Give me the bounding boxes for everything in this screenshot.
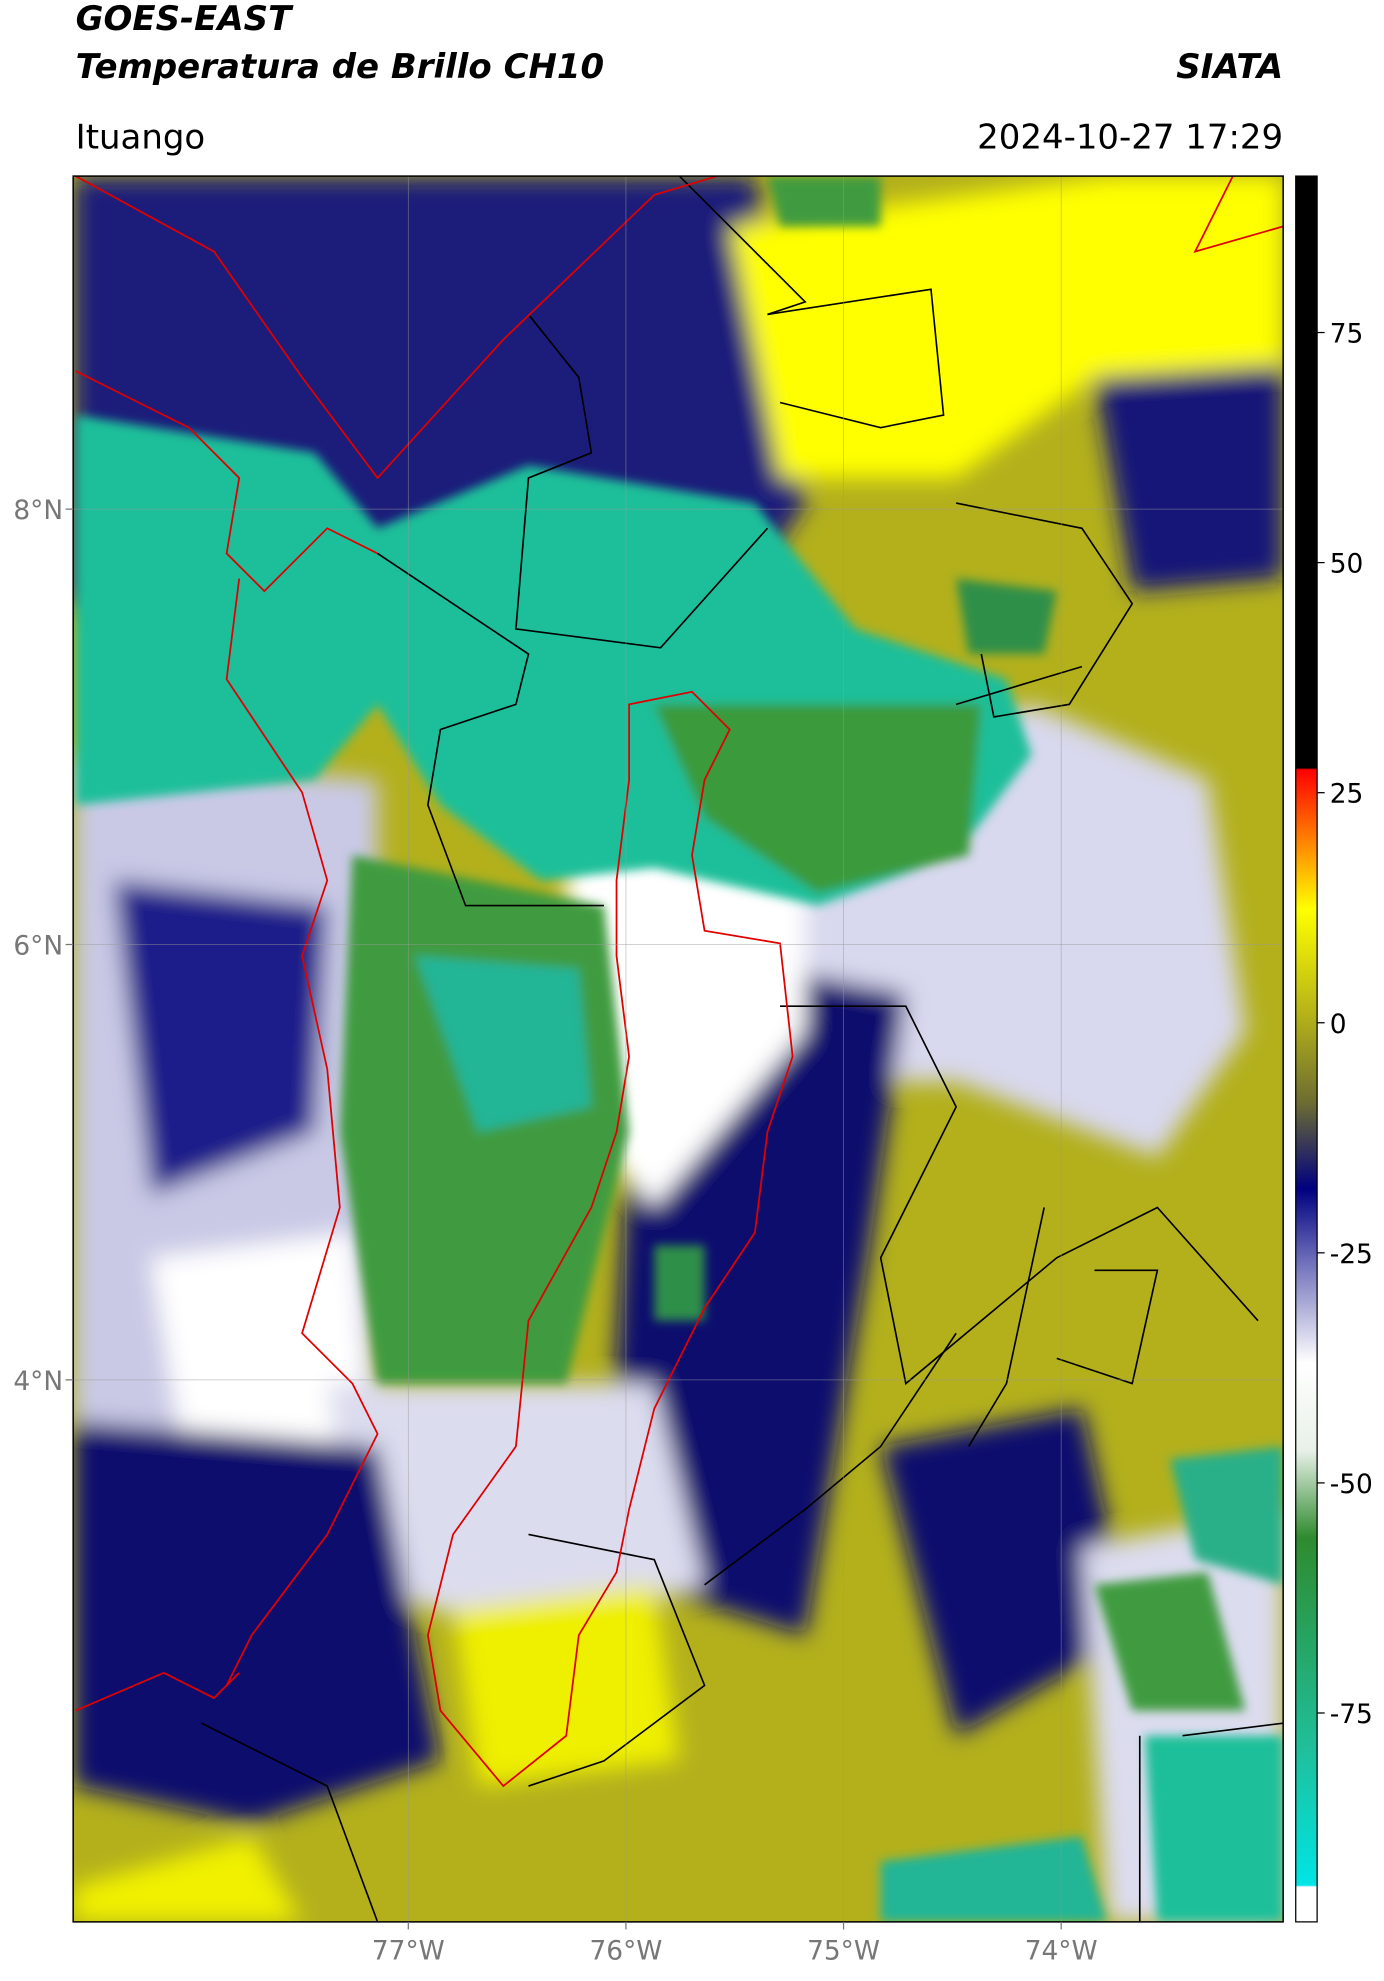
product-title: Temperatura de Brillo CH10 — [76, 47, 604, 87]
axes: 77°W 76°W 75°W 74°W 8°N 6°N 4°N 75 50 25 0 -25 -50 -7… — [13, 319, 1372, 1967]
x-tick-label: 77°W — [372, 1936, 445, 1967]
colorbar-tick-label: 50 — [1330, 549, 1364, 580]
map-frame — [72, 175, 1284, 1923]
y-tick-label: 6°N — [13, 931, 63, 962]
agency: SIATA — [1176, 47, 1283, 87]
colorbar-tick-label: -75 — [1330, 1699, 1373, 1730]
gridlines — [73, 176, 1284, 1922]
colorbar-tick-label: 0 — [1330, 1009, 1347, 1040]
colorbar-tick-label: 25 — [1330, 779, 1364, 810]
y-tick-label: 8°N — [13, 495, 63, 526]
timestamp: 2024-10-27 17:29 — [977, 117, 1283, 157]
region: Ituango — [76, 117, 206, 157]
colorbar — [1295, 175, 1318, 1923]
x-tick-label: 74°W — [1025, 1936, 1098, 1967]
x-tick-label: 75°W — [807, 1936, 880, 1967]
colorbar-tick-label: -25 — [1330, 1239, 1373, 1270]
colorbar-tick-label: -50 — [1330, 1469, 1373, 1500]
y-tick-label: 4°N — [13, 1366, 63, 1397]
x-tick-label: 76°W — [589, 1936, 662, 1967]
colorbar-tick-label: 75 — [1330, 319, 1364, 350]
satellite-image — [73, 176, 1284, 1922]
satellite-title: GOES-EAST — [76, 0, 294, 39]
